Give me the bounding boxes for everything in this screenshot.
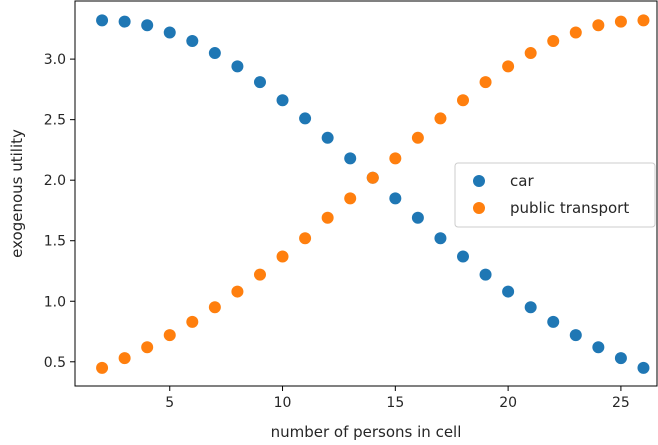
data-point-car — [389, 192, 402, 205]
data-point-car — [321, 131, 334, 144]
y-tick-label: 0.5 — [44, 355, 66, 371]
data-point-public-transport — [231, 285, 244, 298]
data-point-car — [592, 341, 605, 354]
data-point-car — [411, 211, 424, 224]
data-point-public-transport — [344, 192, 357, 205]
y-axis-label: exogenous utility — [8, 129, 26, 258]
plot-area: 5 10 15 20 25 0.5 1.0 1.5 2.0 2.5 3.0 — [44, 0, 658, 411]
data-point-public-transport — [366, 171, 379, 184]
data-point-car — [457, 250, 469, 263]
data-point-car — [231, 60, 244, 73]
data-point-car — [502, 285, 515, 298]
data-point-public-transport — [569, 26, 582, 39]
legend-label-public-transport: public transport — [510, 199, 629, 217]
x-tick-label: 20 — [499, 395, 517, 411]
data-point-public-transport — [389, 152, 402, 165]
data-point-public-transport — [434, 112, 447, 125]
data-point-public-transport — [637, 14, 650, 27]
data-point-car — [344, 152, 357, 165]
data-point-car — [253, 76, 266, 89]
data-point-public-transport — [276, 250, 289, 263]
y-tick-label: 2.5 — [44, 113, 66, 129]
data-point-public-transport — [163, 329, 176, 342]
x-tick-label: 10 — [274, 395, 292, 411]
data-point-car — [524, 301, 537, 314]
x-tick-label: 5 — [165, 395, 174, 411]
data-point-car — [569, 329, 582, 342]
data-point-car — [276, 94, 289, 107]
data-point-car — [637, 361, 650, 374]
data-point-public-transport — [614, 15, 627, 28]
data-point-car — [479, 268, 492, 281]
data-point-public-transport — [502, 60, 515, 73]
y-tick-label: 1.5 — [44, 234, 66, 250]
data-point-public-transport — [141, 341, 154, 354]
y-tick-label: 2.0 — [44, 173, 66, 189]
data-point-public-transport — [208, 301, 221, 314]
y-tick-label: 3.0 — [44, 52, 66, 68]
data-point-public-transport — [592, 19, 605, 32]
data-point-public-transport — [321, 211, 334, 224]
data-point-car — [96, 14, 109, 27]
x-tick-label: 25 — [612, 395, 630, 411]
legend-box — [454, 162, 656, 228]
data-point-car — [118, 15, 131, 28]
data-point-car — [547, 315, 560, 328]
legend-marker-public-transport — [473, 202, 485, 214]
data-point-public-transport — [524, 47, 537, 60]
data-point-car — [434, 232, 447, 245]
x-tick-label: 15 — [386, 395, 404, 411]
x-axis: 5 10 15 20 25 — [165, 386, 630, 411]
data-point-public-transport — [253, 268, 266, 281]
data-point-car — [141, 19, 154, 32]
data-point-public-transport — [186, 315, 199, 328]
data-point-car — [614, 352, 627, 365]
data-point-car — [186, 34, 199, 47]
data-points — [96, 14, 650, 374]
y-tick-label: 1.0 — [44, 294, 66, 310]
x-axis-label: number of persons in cell — [271, 423, 462, 441]
data-point-public-transport — [479, 76, 492, 89]
data-point-car — [299, 112, 312, 125]
data-point-public-transport — [547, 34, 560, 47]
legend-label-car: car — [510, 172, 534, 190]
data-point-public-transport — [118, 352, 131, 365]
data-point-public-transport — [457, 94, 469, 107]
data-point-car — [208, 47, 221, 60]
data-point-car — [163, 26, 176, 39]
data-point-public-transport — [96, 361, 109, 374]
legend: car public transport — [454, 162, 656, 228]
y-axis: 0.5 1.0 1.5 2.0 2.5 3.0 — [44, 52, 75, 371]
data-point-public-transport — [299, 232, 312, 245]
legend-marker-car — [473, 175, 485, 187]
axes-frame — [74, 0, 658, 387]
data-point-public-transport — [411, 131, 424, 144]
